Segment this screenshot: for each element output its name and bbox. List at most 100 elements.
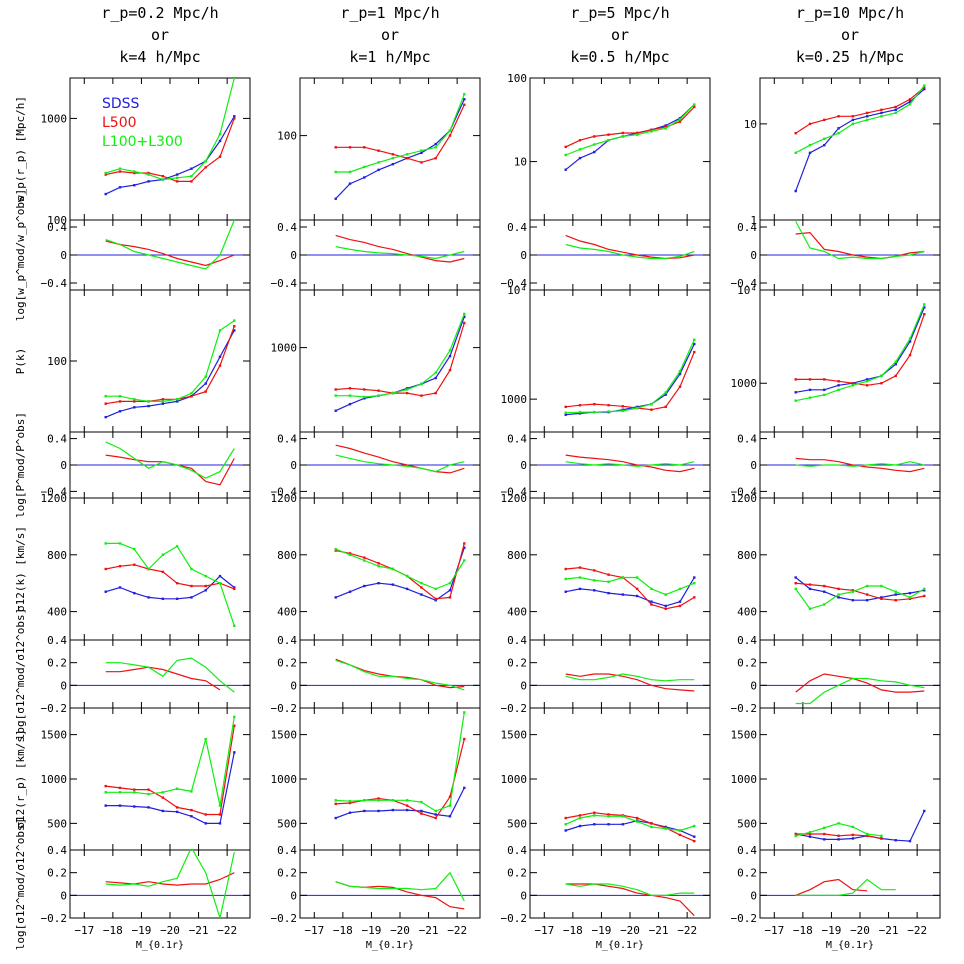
- data-point: [678, 604, 682, 608]
- x-tick-label: −19: [131, 924, 151, 937]
- data-point: [448, 368, 452, 372]
- y-tick-label: 10: [514, 156, 527, 169]
- data-point: [908, 597, 912, 601]
- data-point: [204, 382, 207, 385]
- data-point: [635, 406, 639, 410]
- data-point: [175, 806, 179, 809]
- series-line-l100-l300: [565, 104, 695, 156]
- data-point: [823, 393, 826, 397]
- data-point: [348, 552, 352, 555]
- data-point: [448, 815, 452, 818]
- data-point: [391, 153, 395, 156]
- data-point: [837, 380, 840, 383]
- panel-frame: [759, 497, 941, 641]
- data-point: [133, 406, 136, 409]
- y-tick-label: 10: [744, 118, 757, 131]
- series-line-l100-l300: [335, 454, 465, 473]
- legend-entry: L100+L300: [102, 134, 183, 150]
- column-title: or: [381, 26, 399, 44]
- data-point: [650, 600, 653, 603]
- data-point: [233, 115, 236, 118]
- data-point: [190, 808, 193, 812]
- series-line-l100-l300: [105, 441, 235, 479]
- panel: −0.4 0 0.4: [271, 219, 481, 291]
- y-tick-label: −0.4: [731, 485, 758, 498]
- y-tick-label: −0.4: [501, 277, 528, 290]
- panel: 500 1000 1500: [271, 707, 481, 851]
- data-point: [420, 586, 423, 589]
- data-point: [118, 400, 122, 403]
- data-point: [865, 834, 869, 837]
- data-point: [348, 799, 352, 803]
- data-point: [348, 182, 352, 185]
- data-point: [204, 813, 207, 816]
- y-tick-label: −0.4: [271, 277, 298, 290]
- panel: −0.4 0 0.4: [501, 431, 711, 499]
- data-point: [607, 823, 610, 826]
- data-point: [564, 405, 567, 409]
- data-point: [837, 593, 840, 596]
- data-point: [363, 146, 366, 149]
- data-point: [334, 802, 337, 806]
- panel: −0.4 0 0.4: [41, 219, 251, 291]
- data-point: [434, 809, 437, 813]
- column-title: r_p=1 Mpc/h: [340, 4, 439, 22]
- data-point: [664, 127, 667, 130]
- data-point: [233, 325, 236, 328]
- series-line-l500: [565, 234, 695, 260]
- data-point: [391, 799, 395, 802]
- series-line-l500: [565, 812, 695, 842]
- data-point: [334, 170, 337, 174]
- data-point: [908, 839, 912, 843]
- data-point: [851, 837, 855, 840]
- y-tick-label: −0.2: [271, 912, 298, 925]
- data-point: [420, 161, 423, 164]
- series-line-l100-l300: [335, 548, 465, 590]
- data-point: [564, 577, 567, 581]
- data-point: [204, 159, 207, 163]
- data-point: [837, 388, 840, 392]
- data-point: [851, 825, 855, 829]
- x-tick-label: −22: [217, 924, 237, 937]
- series-line-l100-l300: [335, 871, 465, 902]
- data-point: [420, 800, 423, 804]
- data-point: [664, 604, 667, 608]
- series-line-sdss: [565, 820, 695, 838]
- data-point: [147, 171, 150, 175]
- data-point: [334, 596, 337, 599]
- data-point: [678, 120, 682, 123]
- series-line-l100-l300: [795, 85, 925, 154]
- y-tick-label: 0: [60, 889, 67, 902]
- data-point: [104, 171, 107, 175]
- data-point: [391, 391, 395, 395]
- panel: −0.2 0 0.2 0.4 −17 −18 −19 −20 −21 −22 M_{0.1r}: [271, 844, 481, 951]
- data-point: [463, 98, 466, 101]
- panel: 100: [277, 77, 481, 221]
- series-line-l500: [795, 86, 925, 134]
- data-point: [334, 409, 337, 412]
- panel: 1000 10⁴: [501, 284, 711, 433]
- data-point: [621, 131, 625, 135]
- data-point: [650, 130, 653, 133]
- panel: 1000: [271, 289, 481, 433]
- data-point: [391, 156, 395, 160]
- data-point: [133, 400, 136, 403]
- data-point: [923, 87, 926, 91]
- data-point: [894, 374, 897, 378]
- data-point: [635, 133, 639, 136]
- column-title: k=4 h/Mpc: [119, 48, 200, 66]
- data-point: [621, 135, 625, 138]
- data-point: [391, 162, 395, 166]
- data-point: [865, 584, 869, 588]
- data-point: [348, 402, 352, 406]
- data-point: [133, 791, 136, 794]
- panel: 100: [47, 289, 251, 433]
- data-point: [434, 391, 437, 395]
- y-tick-label: 0: [520, 459, 527, 472]
- data-point: [104, 192, 107, 196]
- y-tick-label: −0.4: [41, 485, 68, 498]
- data-point: [851, 589, 855, 592]
- series-line-l100-l300: [105, 78, 235, 181]
- series-line-l500: [105, 666, 221, 691]
- data-point: [621, 576, 625, 579]
